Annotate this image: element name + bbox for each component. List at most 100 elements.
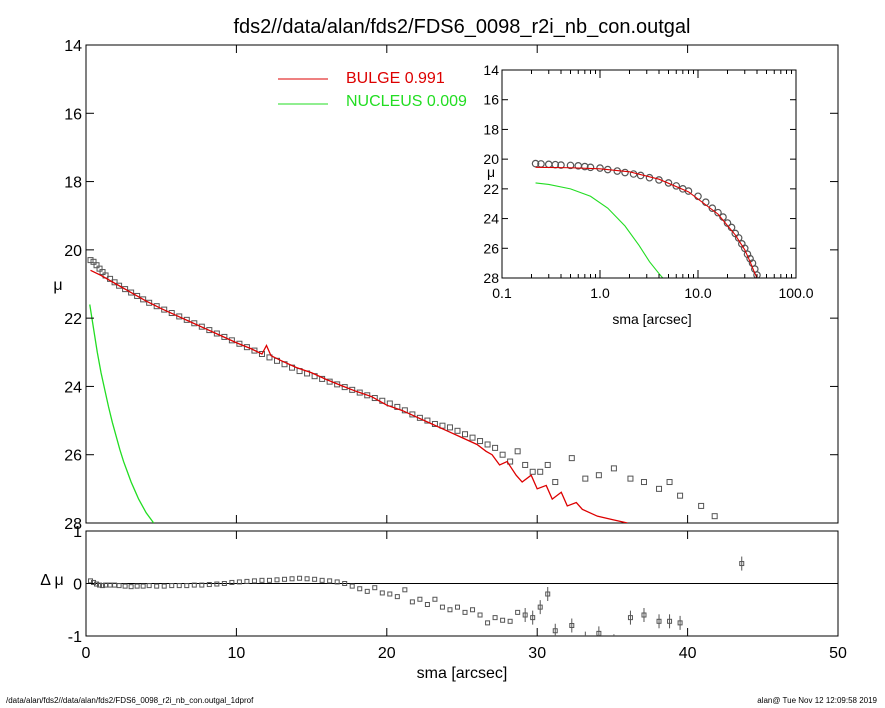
profile-point [96, 265, 103, 272]
inset-profile-point [557, 161, 565, 169]
residual-y-tick-label: -1 [68, 629, 82, 646]
residual-point [97, 582, 103, 588]
residual-point [191, 582, 197, 588]
residual-point [206, 582, 212, 588]
x-tick-label: 30 [528, 645, 546, 662]
footer-timestamp: alan@ Tue Nov 12 12:09:58 2019 [757, 696, 877, 705]
profile-point [168, 310, 175, 317]
profile-point [116, 282, 123, 289]
residual-panel: -101 0 10 20 30 40 50 Δ μ sma [arcsec] [40, 524, 847, 682]
inset-profile-point [714, 208, 722, 217]
profile-point [469, 434, 476, 441]
residual-point [274, 577, 280, 583]
inset-y-tick-label: 24 [483, 211, 499, 227]
residual-point [107, 582, 113, 588]
profile-point [198, 323, 205, 330]
profile-point [128, 289, 135, 296]
residual-point [387, 591, 393, 597]
profile-point [140, 296, 147, 303]
profile-point [356, 389, 363, 396]
profile-point [266, 354, 273, 361]
residual-point [537, 604, 543, 610]
inset-y-tick-label: 28 [483, 270, 499, 286]
profile-point [499, 451, 506, 458]
residual-point [304, 576, 310, 582]
residual-point [454, 604, 460, 610]
residual-point [297, 575, 303, 581]
profile-point [228, 337, 235, 344]
inset-y-tick-label: 22 [483, 181, 499, 197]
residual-point [409, 599, 415, 605]
inset-log-panel: 14 16 18 20 22 24 26 28 0.1 1.0 10.0 100.0 μ sma [… [483, 62, 813, 327]
residual-point [349, 583, 355, 589]
inset-x-tick-label: 0.1 [492, 285, 512, 301]
bulge-model-line [90, 269, 628, 523]
inset-profile-point [708, 204, 717, 212]
x-tick-label: 0 [82, 645, 91, 662]
main-y-tick-label: 14 [64, 38, 82, 55]
profile-point [183, 316, 190, 323]
profile-point [371, 395, 378, 402]
profile-point [176, 313, 183, 320]
residual-point [154, 583, 160, 589]
legend: BULGE 0.991 NUCLEUS 0.009 [278, 70, 467, 110]
profile-point [191, 320, 198, 327]
inset-y-tick-label: 26 [483, 240, 499, 256]
residual-point [439, 604, 445, 610]
residual-point [515, 609, 521, 615]
profile-point [656, 485, 663, 492]
inset-profile-point [664, 179, 673, 187]
inset-x-tick-label: 1.0 [590, 285, 610, 301]
residual-point [667, 618, 673, 624]
inset-x-tick-label: 10.0 [684, 285, 711, 301]
inset-x-tick-label: 100.0 [778, 285, 813, 301]
residual-point [739, 561, 745, 567]
profile-point [90, 258, 97, 265]
residual-point [266, 577, 272, 583]
residual-point [334, 579, 340, 585]
x-tick-label: 20 [378, 645, 396, 662]
inset-y-tick-label: 16 [483, 92, 499, 108]
inset-profile-point [655, 176, 663, 184]
profile-point [595, 472, 602, 479]
residual-point [627, 615, 633, 621]
residual-point [402, 587, 408, 593]
inset-profile-point [753, 271, 761, 278]
profile-point [146, 299, 153, 306]
residual-point [357, 586, 363, 592]
x-tick-label: 50 [829, 645, 847, 662]
profile-point [640, 479, 647, 486]
residual-point [394, 594, 400, 600]
profile-point [666, 479, 673, 486]
profile-point [698, 502, 705, 509]
residual-point [289, 576, 295, 582]
residual-point [507, 618, 513, 624]
residual-point [569, 623, 575, 628]
residual-point [122, 583, 128, 589]
residual-point [492, 615, 498, 621]
profile-point [258, 350, 265, 357]
main-x-axis [85, 45, 839, 523]
inset-profile-point [596, 164, 604, 172]
inset-bulge-line [535, 166, 758, 278]
main-y-axis-label: μ [53, 277, 62, 294]
profile-point [251, 347, 258, 354]
residual-point [221, 581, 227, 586]
residual-point [596, 630, 602, 636]
main-plot-frame [85, 44, 839, 524]
legend-nucleus-label: NUCLEUS 0.009 [346, 93, 467, 110]
residual-point [462, 609, 468, 615]
inset-y-tick-label: 20 [483, 151, 499, 167]
x-axis-label: sma [arcsec] [417, 665, 508, 682]
profile-point [537, 468, 544, 475]
main-profile-panel: 14 16 18 20 22 24 26 28 μ BULGE 0.991 NUCLEUS 0… [53, 38, 839, 533]
profile-point [610, 465, 617, 472]
main-y-tick-label: 26 [64, 448, 82, 465]
profile-point [87, 257, 94, 264]
residual-point [364, 588, 370, 594]
inset-profile-point [531, 159, 540, 168]
profile-point [341, 384, 348, 391]
residual-point [447, 607, 453, 613]
main-y-axis: 14 16 18 20 22 24 26 28 [64, 38, 838, 533]
residual-y-axis-label: Δ μ [40, 572, 63, 589]
